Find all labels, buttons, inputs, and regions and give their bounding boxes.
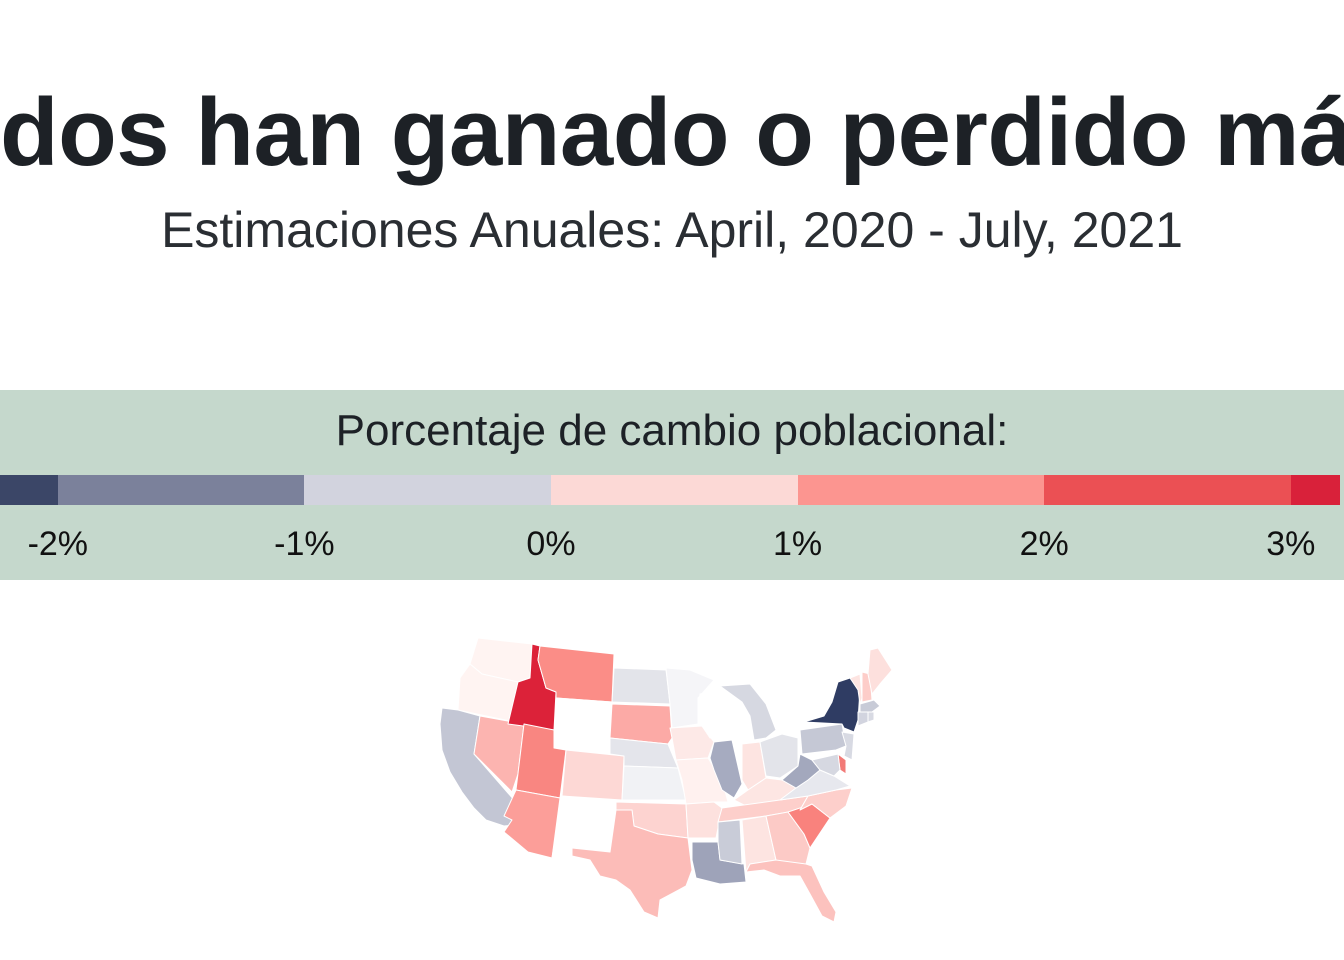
legend-swatch <box>551 475 798 505</box>
state-SD[interactable] <box>609 703 673 745</box>
state-MN[interactable] <box>665 667 715 729</box>
state-FL[interactable] <box>745 859 837 923</box>
state-NY[interactable] <box>803 677 861 733</box>
legend-tick-label: 3% <box>1266 525 1316 563</box>
legend-tick-label: -2% <box>27 525 89 563</box>
legend-tick-label: 2% <box>1019 525 1069 563</box>
state-CT[interactable] <box>857 711 869 727</box>
legend-swatch <box>57 475 305 505</box>
chart-subtitle: Estimaciones Anuales: April, 2020 - July… <box>161 202 1183 258</box>
legend-swatch <box>1290 475 1341 505</box>
legend-title: Porcentaje de cambio poblacional: <box>335 406 1009 455</box>
state-AZ[interactable] <box>503 789 561 859</box>
legend-color-bar <box>0 475 1344 505</box>
state-IL[interactable] <box>709 739 743 799</box>
chart-title: dos han ganado o perdido más h <box>0 79 1344 186</box>
legend-swatch <box>1044 475 1291 505</box>
legend-swatch <box>304 475 551 505</box>
legend-tick-label: -1% <box>274 525 335 563</box>
state-MI[interactable] <box>719 683 777 741</box>
legend-tick-label: 0% <box>526 525 576 563</box>
state-TX[interactable] <box>571 809 693 919</box>
state-CO[interactable] <box>561 749 625 801</box>
state-VT[interactable] <box>849 673 863 705</box>
state-MA[interactable] <box>859 699 881 713</box>
state-MT[interactable] <box>537 645 615 703</box>
state-AR[interactable] <box>685 801 723 839</box>
legend-swatch <box>0 475 58 505</box>
state-NM[interactable] <box>551 795 617 859</box>
state-MD[interactable] <box>811 753 841 777</box>
legend-swatch <box>797 475 1045 505</box>
state-PA[interactable] <box>799 723 847 755</box>
state-NJ[interactable] <box>841 731 855 761</box>
state-ME[interactable] <box>867 647 893 695</box>
state-WY[interactable] <box>553 697 613 755</box>
legend-panel: Porcentaje de cambio poblacional: -2% -1… <box>0 390 1344 580</box>
legend-tick-label: 1% <box>773 525 823 563</box>
state-WI[interactable] <box>697 689 739 739</box>
state-RI[interactable] <box>867 711 875 723</box>
state-ND[interactable] <box>611 667 671 705</box>
us-states-map <box>439 637 893 923</box>
state-MS[interactable] <box>717 819 743 865</box>
state-KS[interactable] <box>621 765 687 801</box>
